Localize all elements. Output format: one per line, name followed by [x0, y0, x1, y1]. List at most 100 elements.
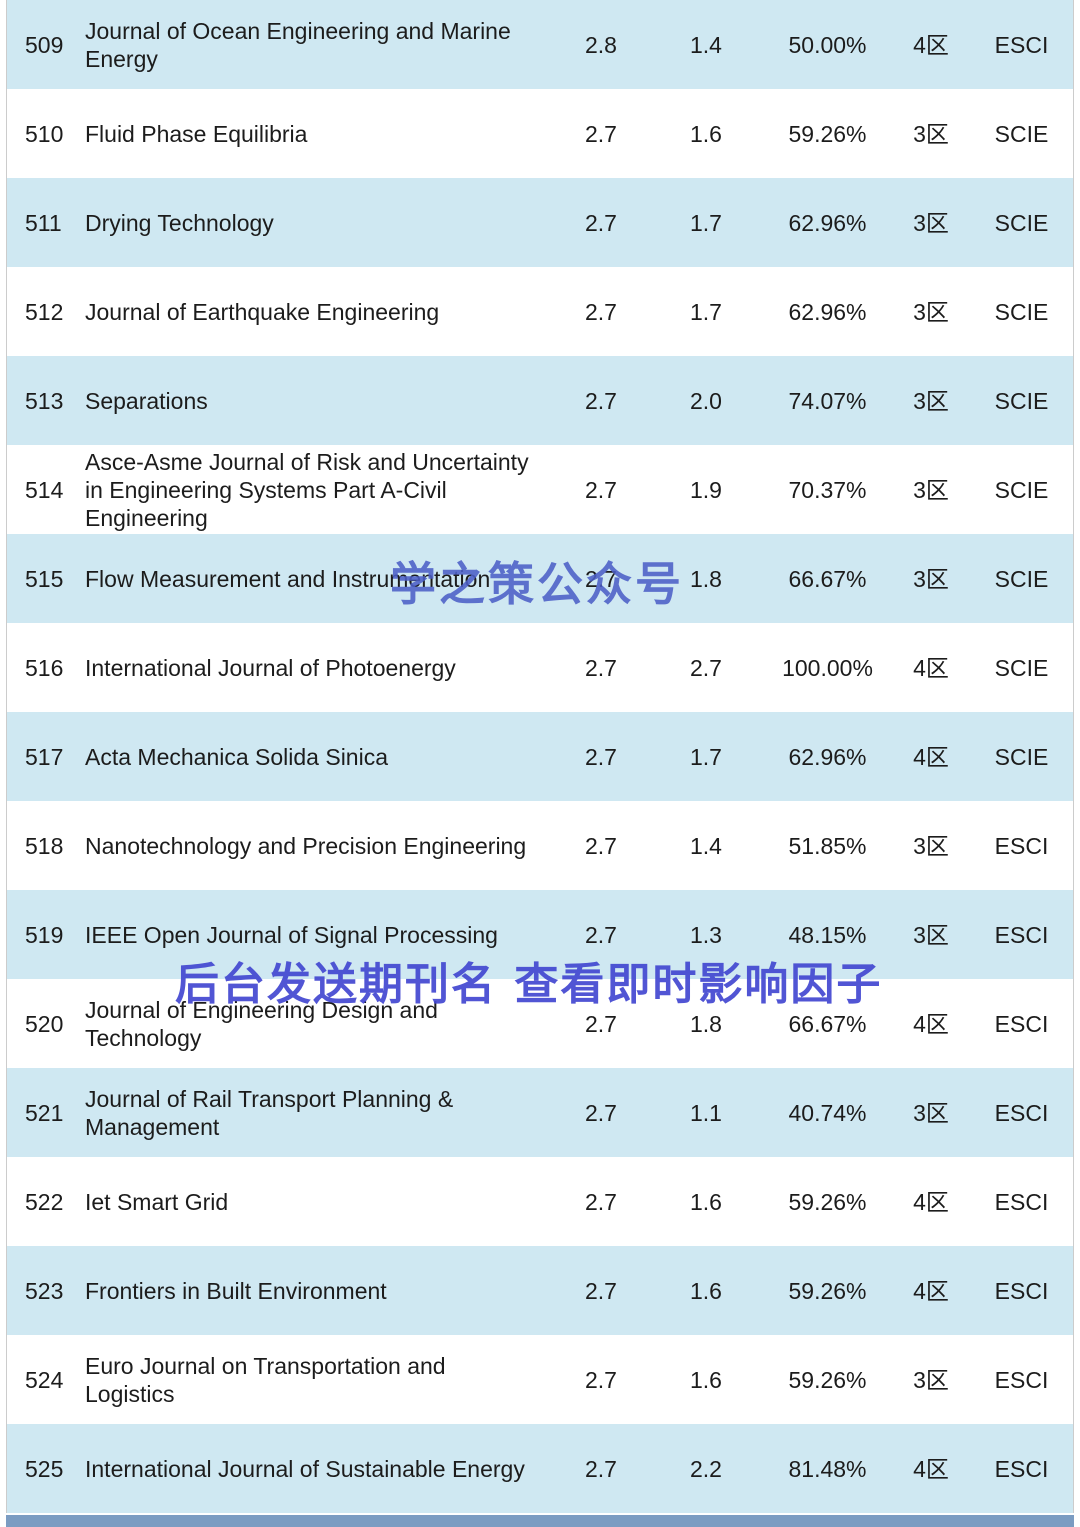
journal-table: 509 Journal of Ocean Engineering and Mar…	[6, 0, 1074, 1513]
table-row: 509 Journal of Ocean Engineering and Mar…	[7, 0, 1073, 89]
metric-cell: 1.4	[690, 832, 722, 859]
table-row: 522 Iet Smart Grid 2.7 1.6 59.26% 4区 ESC…	[7, 1157, 1073, 1246]
percentile-cell: 62.96%	[788, 743, 867, 770]
percentile-cell: 81.48%	[788, 1455, 867, 1482]
impact-factor-cell: 2.7	[585, 1099, 617, 1126]
index-type-cell: ESCI	[994, 1366, 1049, 1393]
impact-factor-cell: 2.7	[585, 1455, 617, 1482]
index-type-cell: SCIE	[994, 654, 1049, 681]
index-type-cell: SCIE	[994, 387, 1049, 414]
zone-cell: 4区	[913, 654, 949, 681]
index-type-cell: ESCI	[994, 1188, 1049, 1215]
index-type-cell: ESCI	[994, 1099, 1049, 1126]
percentile-cell: 59.26%	[788, 120, 867, 147]
metric-cell: 1.8	[690, 565, 722, 592]
journal-name-cell: Asce-Asme Journal of Risk and Uncertaint…	[85, 448, 529, 531]
journal-name-cell: Nanotechnology and Precision Engineering	[85, 832, 527, 859]
zone-cell: 3区	[913, 120, 949, 147]
zone-cell: 4区	[913, 31, 949, 58]
journal-name-cell: IEEE Open Journal of Signal Processing	[85, 921, 498, 948]
percentile-cell: 50.00%	[788, 31, 867, 58]
percentile-cell: 74.07%	[788, 387, 867, 414]
metric-cell: 1.6	[690, 1277, 722, 1304]
table-row: 513 Separations 2.7 2.0 74.07% 3区 SCIE	[7, 356, 1073, 445]
rank-cell: 524	[25, 1366, 64, 1393]
index-type-cell: ESCI	[994, 921, 1049, 948]
metric-cell: 1.3	[690, 921, 722, 948]
index-type-cell: ESCI	[994, 832, 1049, 859]
journal-name-cell: Separations	[85, 387, 208, 414]
table-row: 520 Journal of Engineering Design and Te…	[7, 979, 1073, 1068]
impact-factor-cell: 2.7	[585, 1277, 617, 1304]
rank-cell: 510	[25, 120, 64, 147]
zone-cell: 3区	[913, 387, 949, 414]
percentile-cell: 48.15%	[788, 921, 867, 948]
rank-cell: 519	[25, 921, 64, 948]
impact-factor-cell: 2.7	[585, 1010, 617, 1037]
percentile-cell: 40.74%	[788, 1099, 867, 1126]
impact-factor-cell: 2.7	[585, 654, 617, 681]
metric-cell: 1.8	[690, 1010, 722, 1037]
percentile-cell: 59.26%	[788, 1277, 867, 1304]
index-type-cell: ESCI	[994, 1277, 1049, 1304]
next-row-edge-strip	[6, 1515, 1074, 1527]
percentile-cell: 59.26%	[788, 1188, 867, 1215]
zone-cell: 4区	[913, 743, 949, 770]
table-row: 514 Asce-Asme Journal of Risk and Uncert…	[7, 445, 1073, 534]
percentile-cell: 66.67%	[788, 565, 867, 592]
impact-factor-cell: 2.7	[585, 565, 617, 592]
rank-cell: 513	[25, 387, 64, 414]
percentile-cell: 51.85%	[788, 832, 867, 859]
table-row: 523 Frontiers in Built Environment 2.7 1…	[7, 1246, 1073, 1335]
journal-name-cell: International Journal of Photoenergy	[85, 654, 456, 681]
table-row: 516 International Journal of Photoenergy…	[7, 623, 1073, 712]
metric-cell: 1.6	[690, 1366, 722, 1393]
rank-cell: 516	[25, 654, 64, 681]
rank-cell: 523	[25, 1277, 64, 1304]
rank-cell: 515	[25, 565, 64, 592]
journal-name-cell: Drying Technology	[85, 209, 274, 236]
journal-name-cell: Acta Mechanica Solida Sinica	[85, 743, 388, 770]
table-row: 517 Acta Mechanica Solida Sinica 2.7 1.7…	[7, 712, 1073, 801]
impact-factor-cell: 2.7	[585, 209, 617, 236]
metric-cell: 1.7	[690, 209, 722, 236]
zone-cell: 3区	[913, 298, 949, 325]
journal-name-cell: Fluid Phase Equilibria	[85, 120, 308, 147]
table-row: 525 International Journal of Sustainable…	[7, 1424, 1073, 1513]
journal-name-cell: Journal of Rail Transport Planning & Man…	[85, 1085, 454, 1140]
impact-factor-cell: 2.7	[585, 1366, 617, 1393]
metric-cell: 1.1	[690, 1099, 722, 1126]
index-type-cell: ESCI	[994, 1455, 1049, 1482]
zone-cell: 3区	[913, 1099, 949, 1126]
journal-name-cell: Flow Measurement and Instrumentation	[85, 565, 491, 592]
zone-cell: 4区	[913, 1188, 949, 1215]
rank-cell: 517	[25, 743, 64, 770]
zone-cell: 3区	[913, 209, 949, 236]
rank-cell: 512	[25, 298, 64, 325]
percentile-cell: 66.67%	[788, 1010, 867, 1037]
journal-name-cell: Euro Journal on Transportation and Logis…	[85, 1352, 446, 1407]
impact-factor-cell: 2.7	[585, 120, 617, 147]
metric-cell: 2.0	[690, 387, 722, 414]
index-type-cell: SCIE	[994, 209, 1049, 236]
zone-cell: 3区	[913, 1366, 949, 1393]
index-type-cell: ESCI	[994, 31, 1049, 58]
impact-factor-cell: 2.7	[585, 298, 617, 325]
metric-cell: 1.9	[690, 476, 722, 503]
impact-factor-cell: 2.7	[585, 476, 617, 503]
percentile-cell: 100.00%	[782, 654, 873, 681]
impact-factor-cell: 2.7	[585, 743, 617, 770]
metric-cell: 2.2	[690, 1455, 722, 1482]
zone-cell: 4区	[913, 1010, 949, 1037]
journal-table-body: 509 Journal of Ocean Engineering and Mar…	[7, 0, 1073, 1513]
impact-factor-cell: 2.8	[585, 31, 617, 58]
metric-cell: 1.6	[690, 1188, 722, 1215]
zone-cell: 4区	[913, 1277, 949, 1304]
table-row: 515 Flow Measurement and Instrumentation…	[7, 534, 1073, 623]
table-row: 524 Euro Journal on Transportation and L…	[7, 1335, 1073, 1424]
table-row: 519 IEEE Open Journal of Signal Processi…	[7, 890, 1073, 979]
metric-cell: 1.6	[690, 120, 722, 147]
journal-name-cell: Journal of Earthquake Engineering	[85, 298, 440, 325]
rank-cell: 509	[25, 31, 64, 58]
